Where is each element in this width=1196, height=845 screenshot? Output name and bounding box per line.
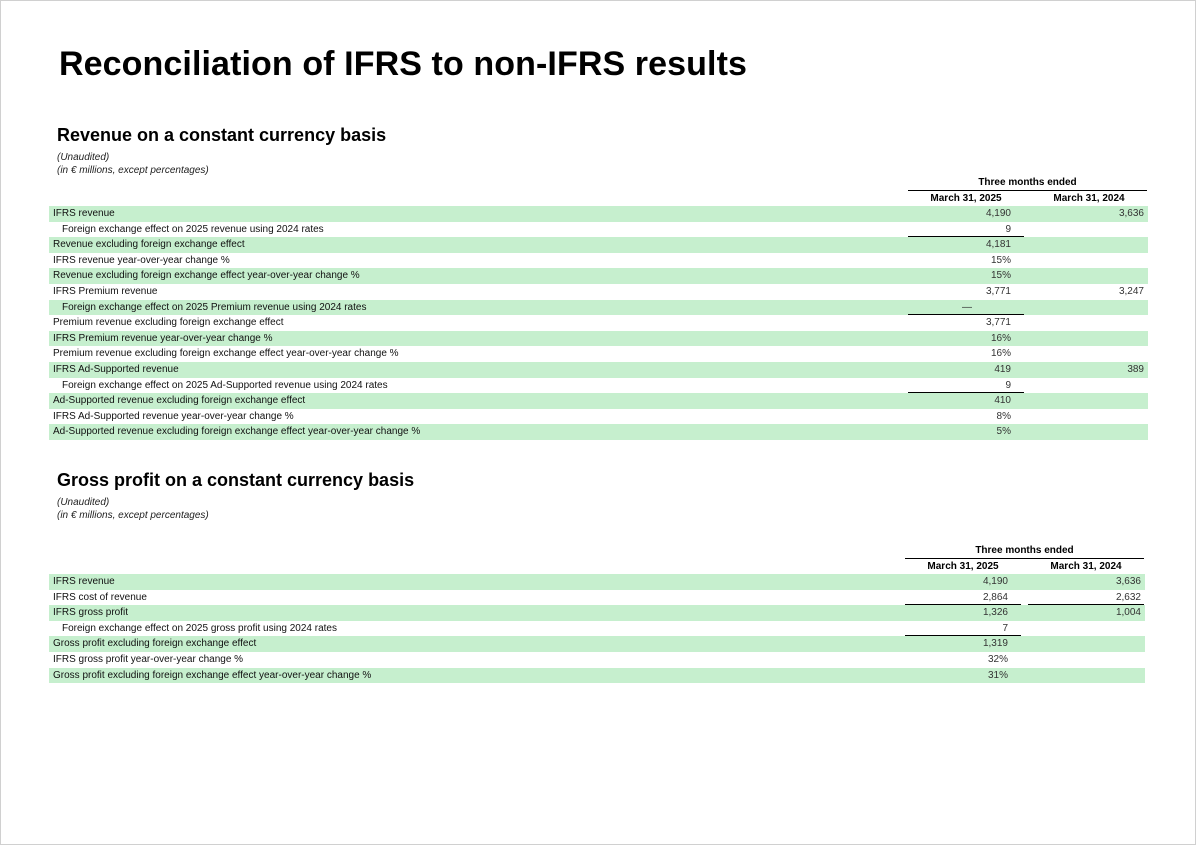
table-row: IFRS Premium revenue year-over-year chan… — [49, 330, 1148, 347]
revenue-table: IFRS revenue 4,190 3,636 Foreign exchange e… — [49, 206, 1148, 440]
gross-section-heading: Gross profit on a constant currency basi… — [57, 470, 415, 490]
total-rule — [905, 604, 1021, 606]
table-row: Revenue excluding foreign exchange effec… — [49, 268, 1148, 284]
table-row: Foreign exchange effect on 2025 revenue … — [49, 222, 1148, 238]
total-rule — [908, 314, 1024, 316]
row-label: Gross profit excluding foreign exchange … — [53, 638, 257, 650]
row-value-current: 8% — [996, 410, 1011, 422]
table-row: Foreign exchange effect on 2025 Ad-Suppo… — [49, 378, 1148, 394]
table-row: IFRS revenue year-over-year change % 15% — [49, 253, 1148, 269]
revenue-unaudited-note: (Unaudited) — [57, 152, 110, 163]
gross-units-note: (in € millions, except percentages) — [57, 510, 209, 521]
row-value-current: 9 — [1005, 379, 1011, 391]
row-label: Foreign exchange effect on 2025 Premium … — [62, 301, 367, 313]
table-row: Ad-Supported revenue excluding foreign e… — [49, 424, 1148, 440]
row-label: IFRS revenue — [53, 208, 115, 219]
row-label: IFRS Premium revenue — [53, 285, 158, 297]
row-value-prior: 389 — [1127, 363, 1144, 375]
row-label: Revenue excluding foreign exchange effec… — [53, 239, 245, 251]
gross-profit-section: Gross profit on a constant currency basi… — [49, 470, 1145, 690]
table-row: IFRS Ad-Supported revenue 419 389 — [49, 361, 1148, 378]
table-row: IFRS gross profit 1,326 1,004 — [49, 605, 1145, 621]
row-value-prior: 3,247 — [1118, 285, 1144, 297]
row-label: IFRS Premium revenue year-over-year chan… — [53, 332, 273, 344]
row-value-current: 5% — [996, 426, 1011, 438]
table-row: Premium revenue excluding foreign exchan… — [49, 346, 1148, 362]
gross-profit-table: IFRS revenue 4,190 3,636 IFRS cost of reven… — [49, 574, 1145, 684]
row-value-prior: 3,636 — [1115, 576, 1141, 587]
gross-col2-header: March 31, 2024 — [1028, 561, 1144, 575]
table-row: Gross profit excluding foreign exchange … — [49, 667, 1145, 684]
row-value-prior: 3,636 — [1118, 208, 1144, 219]
row-label: IFRS revenue year-over-year change % — [53, 254, 230, 266]
revenue-col2-header: March 31, 2024 — [1031, 193, 1147, 207]
row-label: Ad-Supported revenue excluding foreign e… — [53, 395, 306, 407]
row-value-current: 9 — [1005, 223, 1011, 235]
row-label: Gross profit excluding foreign exchange … — [53, 669, 372, 681]
row-value-current: 419 — [994, 363, 1011, 375]
table-row: IFRS revenue 4,190 3,636 — [49, 574, 1145, 590]
row-value-prior: 1,004 — [1115, 607, 1141, 619]
row-value-current: 16% — [990, 332, 1011, 344]
row-value-current: 32% — [987, 653, 1008, 665]
row-label: Premium revenue excluding foreign exchan… — [53, 348, 399, 360]
revenue-section: Revenue on a constant currency basis (Un… — [49, 125, 1148, 445]
total-rule — [1028, 604, 1144, 606]
row-label: Foreign exchange effect on 2025 Ad-Suppo… — [62, 379, 388, 391]
table-row: Foreign exchange effect on 2025 Premium … — [49, 299, 1148, 316]
row-value-current: 2,864 — [982, 591, 1008, 603]
table-row: IFRS revenue 4,190 3,636 — [49, 206, 1148, 222]
row-value-current: 1,326 — [982, 607, 1008, 619]
revenue-section-heading: Revenue on a constant currency basis — [57, 125, 387, 145]
total-rule — [908, 236, 1024, 238]
row-value-current: 15% — [990, 254, 1011, 266]
table-row: Ad-Supported revenue excluding foreign e… — [49, 393, 1148, 409]
total-rule — [905, 635, 1021, 637]
row-label: IFRS gross profit — [53, 607, 129, 619]
table-row: IFRS Premium revenue 3,771 3,247 — [49, 284, 1148, 300]
row-label: Foreign exchange effect on 2025 gross pr… — [62, 622, 337, 634]
row-label: Foreign exchange effect on 2025 revenue … — [62, 223, 324, 235]
table-row: IFRS cost of revenue 2,864 2,632 — [49, 590, 1145, 606]
revenue-group-header: Three months ended — [908, 177, 1147, 191]
row-label: IFRS Ad-Supported revenue year-over-year… — [53, 410, 294, 422]
table-row: IFRS gross profit year-over-year change … — [49, 652, 1145, 668]
row-value-current: 1,319 — [982, 638, 1008, 650]
row-value-prior: 2,632 — [1115, 591, 1141, 603]
table-row: Foreign exchange effect on 2025 gross pr… — [49, 621, 1145, 637]
row-value-current: 3,771 — [985, 317, 1011, 329]
row-value-current: 16% — [990, 348, 1011, 360]
row-label: IFRS Ad-Supported revenue — [53, 363, 179, 375]
row-value-current: 4,190 — [985, 208, 1011, 219]
total-rule — [908, 392, 1024, 394]
row-value-current: 3,771 — [985, 285, 1011, 297]
row-value-current: 15% — [990, 270, 1011, 282]
row-label: IFRS cost of revenue — [53, 591, 147, 603]
row-label: Premium revenue excluding foreign exchan… — [53, 317, 284, 329]
row-value-current: 31% — [987, 669, 1008, 681]
table-row: Revenue excluding foreign exchange effec… — [49, 237, 1148, 253]
row-value-current: — — [962, 301, 972, 313]
row-value-current: 7 — [1002, 622, 1008, 634]
gross-group-header: Three months ended — [905, 545, 1144, 559]
row-label: Revenue excluding foreign exchange effec… — [53, 270, 360, 282]
table-row: Gross profit excluding foreign exchange … — [49, 636, 1145, 652]
page-title: Reconciliation of IFRS to non-IFRS resul… — [59, 45, 748, 83]
row-label: Ad-Supported revenue excluding foreign e… — [53, 426, 421, 438]
row-value-current: 410 — [994, 395, 1011, 407]
table-row: Premium revenue excluding foreign exchan… — [49, 315, 1148, 331]
table-row: IFRS Ad-Supported revenue year-over-year… — [49, 409, 1148, 425]
row-value-current: 4,181 — [985, 239, 1011, 251]
row-label: IFRS revenue — [53, 576, 115, 587]
row-label: IFRS gross profit year-over-year change … — [53, 653, 244, 665]
revenue-units-note: (in € millions, except percentages) — [57, 165, 209, 176]
row-value-current: 4,190 — [982, 576, 1008, 587]
gross-col1-header: March 31, 2025 — [905, 561, 1021, 575]
gross-unaudited-note: (Unaudited) — [57, 497, 110, 508]
revenue-col1-header: March 31, 2025 — [908, 193, 1024, 207]
